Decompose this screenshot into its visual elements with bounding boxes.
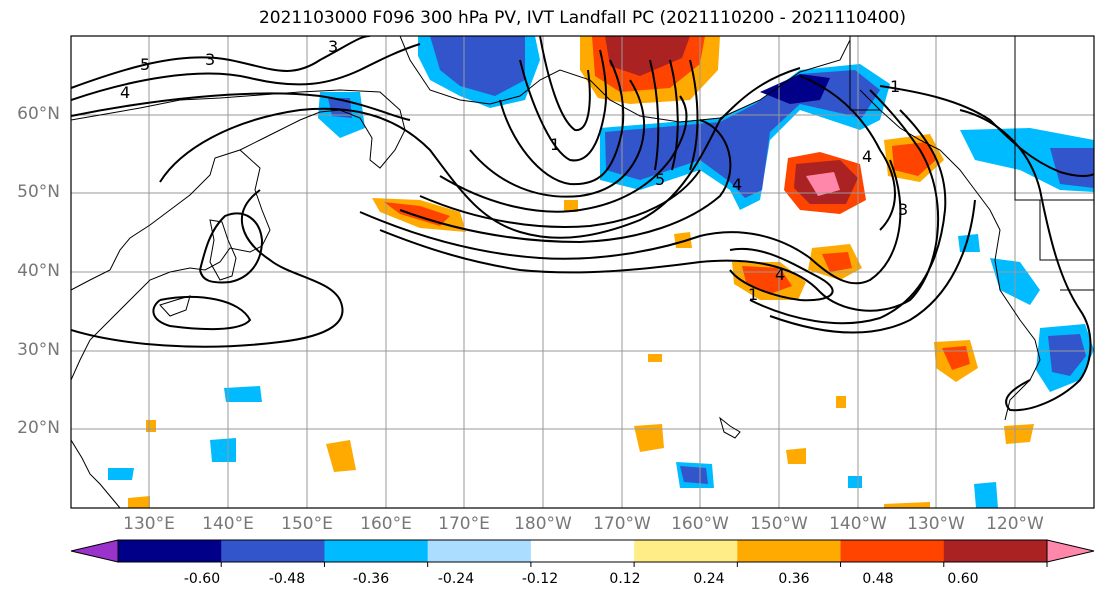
contour-label: 1 (550, 135, 560, 154)
colorbar-tick-label: 0.24 (693, 571, 725, 587)
lon-label: 140°E (202, 514, 254, 534)
lon-label: 170°W (593, 514, 651, 534)
contour-labels: 5 4 3 3 1 1 1 4 3 4 5 4 (120, 37, 908, 304)
contour-label: 5 (655, 170, 665, 189)
colorbar-cell (634, 540, 738, 562)
lat-label: 40°N (17, 261, 60, 281)
colorbar-cell (530, 540, 635, 562)
colorbar (70, 539, 1095, 567)
colorbar-tick-label: 0.60 (947, 571, 979, 587)
colorbar-tick-label: -0.36 (352, 571, 390, 587)
contour-label: 4 (862, 147, 872, 166)
lon-label: 150°W (750, 514, 808, 534)
lon-label: 140°W (829, 514, 887, 534)
graticule (71, 36, 1094, 508)
map-title: 2021103000 F096 300 hPa PV, IVT Landfall… (258, 8, 906, 28)
contour-label: 1 (748, 285, 758, 304)
colorbar-tick-label: -0.60 (183, 571, 221, 587)
colorbar-tick-label: 0.36 (778, 571, 810, 587)
lat-label: 50°N (17, 182, 60, 202)
lat-label: 20°N (17, 418, 60, 438)
contour-label: 4 (775, 265, 785, 284)
colorbar-cell (737, 540, 842, 562)
lon-label: 130°W (907, 514, 965, 534)
coastlines (71, 36, 1094, 508)
colorbar-tick-label: -0.48 (268, 571, 306, 587)
lon-label: 180°W (514, 514, 572, 534)
colorbar-cell (840, 540, 945, 562)
colorbar-tick-label: 0.48 (862, 571, 894, 587)
colorbar-cell (324, 540, 429, 562)
pv-contours (71, 36, 1094, 412)
colorbar-cell (427, 540, 532, 562)
lon-label: 130°E (123, 514, 175, 534)
contour-label: 3 (205, 50, 215, 69)
contour-label: 3 (898, 200, 908, 219)
colorbar-tick-label: -0.24 (437, 571, 475, 587)
contour-label: 4 (120, 83, 130, 102)
lon-label: 170°E (438, 514, 490, 534)
map-border (70, 35, 1095, 509)
contour-label: 1 (890, 77, 900, 96)
lon-label: 160°E (360, 514, 412, 534)
contour-label: 3 (328, 37, 338, 56)
colorbar-cell (221, 540, 325, 562)
colorbar-arrow-left (71, 540, 118, 562)
lat-label: 30°N (17, 340, 60, 360)
colorbar-tick-label: -0.12 (521, 571, 559, 587)
lon-label: 160°W (671, 514, 729, 534)
colorbar-cell (118, 540, 222, 562)
colorbar-arrow-right (1047, 540, 1094, 562)
contour-label: 4 (732, 175, 742, 194)
map-area: 5 4 3 3 1 1 1 4 3 4 5 4 (71, 36, 1094, 508)
lat-label: 60°N (17, 104, 60, 124)
contour-label: 5 (140, 55, 150, 74)
lon-label: 120°W (986, 514, 1044, 534)
colorbar-cell (943, 540, 1048, 562)
lon-label: 150°E (281, 514, 333, 534)
colorbar-tick-label: 0.12 (609, 571, 641, 587)
